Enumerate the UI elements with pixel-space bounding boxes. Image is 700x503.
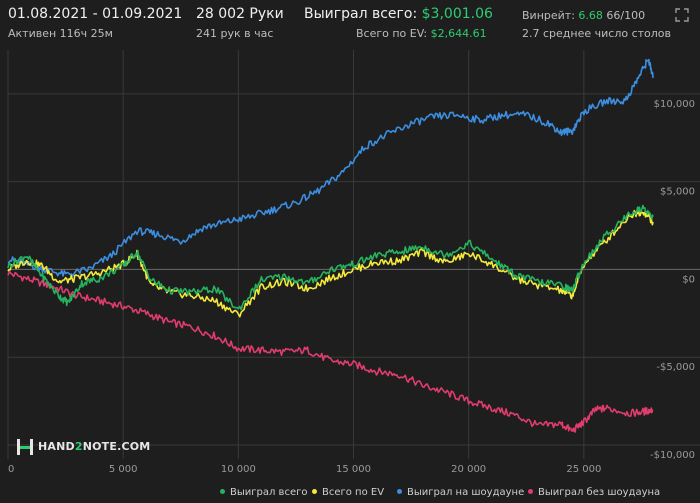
x-tick-label: 10 000 — [221, 464, 256, 475]
tables-average: 2.7 среднее число столов — [522, 27, 671, 40]
chart-ticks: 0 5 000 10 000 15 000 20 000 25 000 $10,000 $5,… — [8, 99, 695, 475]
series-line-non_showdown — [7, 270, 654, 433]
won-total-stat: Выиграл всего: $3,001.06 — [304, 6, 493, 22]
ev-total-stat: Всего по EV: $2,644.61 — [356, 27, 487, 40]
ev-total-value: $2,644.61 — [430, 27, 487, 40]
hand2note-mark-icon — [17, 439, 33, 455]
x-tick-label: 5 000 — [109, 464, 138, 475]
legend-item-won-total[interactable]: Выиграл всего — [220, 487, 307, 498]
x-tick-label: 0 — [8, 464, 14, 475]
series-line-ev — [7, 209, 654, 318]
profit-chart: 0 5 000 10 000 15 000 20 000 25 000 $10,000 $5,… — [7, 50, 700, 475]
legend-item-ev[interactable]: Всего по EV — [312, 487, 384, 498]
winrate-label: Винрейт: — [522, 9, 575, 22]
legend-item-showdown[interactable]: Выиграл на шоудауне — [397, 487, 524, 498]
hand2note-logo-text: HAND2NOTE.COM — [38, 440, 151, 453]
ev-total-label: Всего по EV: — [356, 27, 428, 40]
hands-count: 28 002 Руки — [196, 6, 284, 22]
y-tick-label: $10,000 — [654, 99, 695, 110]
y-tick-label: $5,000 — [660, 187, 695, 198]
expand-icon[interactable] — [674, 8, 690, 24]
hands-per-hour: 241 рук в час — [196, 27, 274, 40]
chart-lines — [7, 58, 654, 433]
winrate-value: 6.68 — [578, 9, 603, 22]
legend-dot-ev — [312, 489, 317, 494]
winrate-stat: Винрейт: 6.68 66/100 — [522, 9, 645, 22]
chart-legend: Выиграл всего Всего по EV Выиграл на шоу… — [0, 487, 700, 503]
won-total-label: Выиграл всего: — [304, 6, 418, 22]
series-line-won_total — [7, 204, 654, 311]
stats-header: 01.08.2021 - 01.09.2021 Активен 116ч 25м… — [0, 0, 700, 44]
won-total-value: $3,001.06 — [421, 6, 493, 22]
legend-dot-non-showdown — [528, 489, 533, 494]
y-tick-label: $0 — [682, 274, 695, 285]
winrate-suffix: 66/100 — [606, 9, 646, 22]
date-range[interactable]: 01.08.2021 - 01.09.2021 — [8, 6, 183, 22]
x-tick-label: 25 000 — [566, 464, 601, 475]
active-time: Активен 116ч 25м — [8, 27, 113, 40]
legend-dot-won-total — [220, 489, 225, 494]
legend-item-non-showdown[interactable]: Выиграл без шоудауна — [528, 487, 660, 498]
y-tick-label: -$5,000 — [656, 362, 695, 373]
series-line-showdown — [8, 58, 654, 277]
x-tick-label: 20 000 — [451, 464, 486, 475]
y-tick-label: -$10,000 — [650, 450, 695, 461]
x-tick-label: 15 000 — [336, 464, 371, 475]
legend-dot-showdown — [397, 489, 402, 494]
